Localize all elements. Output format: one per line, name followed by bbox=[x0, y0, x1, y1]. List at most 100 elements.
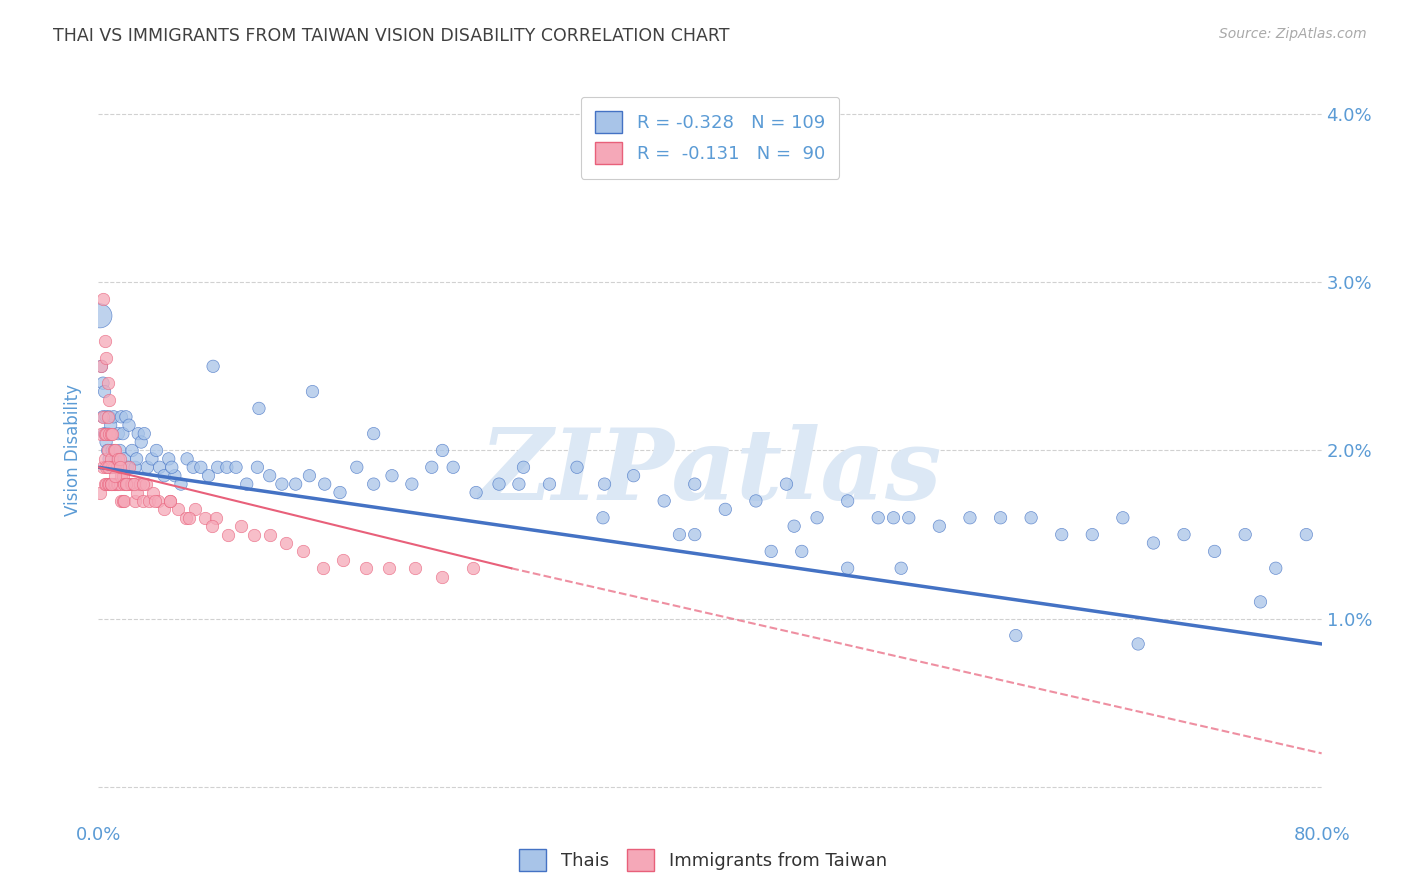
Point bbox=[107, 426, 129, 441]
Point bbox=[97, 443, 120, 458]
Point bbox=[111, 468, 134, 483]
Point bbox=[217, 527, 239, 541]
Point bbox=[683, 477, 706, 491]
Point bbox=[897, 510, 920, 524]
Point bbox=[91, 292, 114, 306]
Point bbox=[652, 494, 675, 508]
Point bbox=[1112, 510, 1135, 524]
Point bbox=[1142, 536, 1164, 550]
Point bbox=[363, 426, 385, 441]
Point bbox=[103, 443, 125, 458]
Point bbox=[91, 409, 114, 424]
Point bbox=[508, 477, 530, 491]
Point bbox=[745, 494, 768, 508]
Point bbox=[97, 460, 120, 475]
Point bbox=[159, 494, 181, 508]
Point bbox=[108, 477, 131, 491]
Point bbox=[190, 460, 212, 475]
Point bbox=[363, 477, 385, 491]
Point bbox=[668, 527, 690, 541]
Point bbox=[153, 502, 176, 516]
Point bbox=[432, 443, 454, 458]
Point bbox=[97, 409, 120, 424]
Point bbox=[115, 477, 138, 491]
Point bbox=[101, 460, 124, 475]
Point bbox=[145, 443, 167, 458]
Legend: Thais, Immigrants from Taiwan: Thais, Immigrants from Taiwan bbox=[512, 842, 894, 879]
Point bbox=[270, 477, 292, 491]
Point bbox=[118, 418, 141, 433]
Point bbox=[132, 494, 155, 508]
Point bbox=[207, 460, 229, 475]
Point bbox=[101, 443, 124, 458]
Point bbox=[243, 527, 266, 541]
Point bbox=[93, 384, 115, 399]
Point bbox=[1264, 561, 1286, 575]
Point bbox=[890, 561, 912, 575]
Point bbox=[314, 477, 336, 491]
Point bbox=[194, 510, 217, 524]
Point bbox=[1295, 527, 1317, 541]
Point bbox=[1128, 637, 1150, 651]
Point bbox=[143, 494, 166, 508]
Point bbox=[332, 553, 354, 567]
Point bbox=[107, 477, 129, 491]
Point bbox=[197, 468, 219, 483]
Point bbox=[98, 409, 121, 424]
Point bbox=[110, 468, 132, 483]
Point bbox=[115, 477, 138, 491]
Point bbox=[868, 510, 890, 524]
Point bbox=[93, 477, 115, 491]
Point bbox=[115, 409, 138, 424]
Point bbox=[837, 494, 859, 508]
Point bbox=[215, 460, 238, 475]
Point bbox=[163, 468, 186, 483]
Point bbox=[775, 477, 797, 491]
Point bbox=[105, 477, 128, 491]
Point bbox=[98, 392, 121, 407]
Point bbox=[111, 494, 134, 508]
Point bbox=[97, 443, 120, 458]
Point bbox=[127, 426, 149, 441]
Point bbox=[883, 510, 905, 524]
Point bbox=[91, 376, 114, 391]
Point bbox=[112, 494, 135, 508]
Point bbox=[420, 460, 443, 475]
Point bbox=[488, 477, 510, 491]
Y-axis label: Vision Disability: Vision Disability bbox=[65, 384, 83, 516]
Point bbox=[108, 451, 131, 466]
Point bbox=[98, 426, 121, 441]
Point bbox=[105, 460, 128, 475]
Point bbox=[259, 527, 281, 541]
Point bbox=[354, 561, 377, 575]
Point bbox=[103, 477, 125, 491]
Point bbox=[329, 485, 352, 500]
Point bbox=[593, 477, 616, 491]
Point bbox=[465, 485, 488, 500]
Point bbox=[714, 502, 737, 516]
Point bbox=[174, 510, 197, 524]
Point bbox=[298, 468, 321, 483]
Point bbox=[134, 426, 156, 441]
Point bbox=[176, 451, 198, 466]
Point bbox=[117, 477, 139, 491]
Point bbox=[623, 468, 645, 483]
Point bbox=[141, 451, 163, 466]
Point bbox=[928, 519, 950, 533]
Point bbox=[124, 494, 146, 508]
Point bbox=[381, 468, 404, 483]
Point bbox=[94, 460, 117, 475]
Point bbox=[1081, 527, 1104, 541]
Point bbox=[783, 519, 806, 533]
Point bbox=[142, 485, 165, 500]
Point bbox=[104, 477, 127, 491]
Point bbox=[790, 544, 813, 558]
Point bbox=[202, 359, 225, 374]
Point bbox=[94, 409, 117, 424]
Point bbox=[205, 510, 228, 524]
Point bbox=[1050, 527, 1073, 541]
Point bbox=[301, 384, 323, 399]
Point bbox=[1019, 510, 1042, 524]
Point bbox=[93, 426, 115, 441]
Point bbox=[404, 561, 426, 575]
